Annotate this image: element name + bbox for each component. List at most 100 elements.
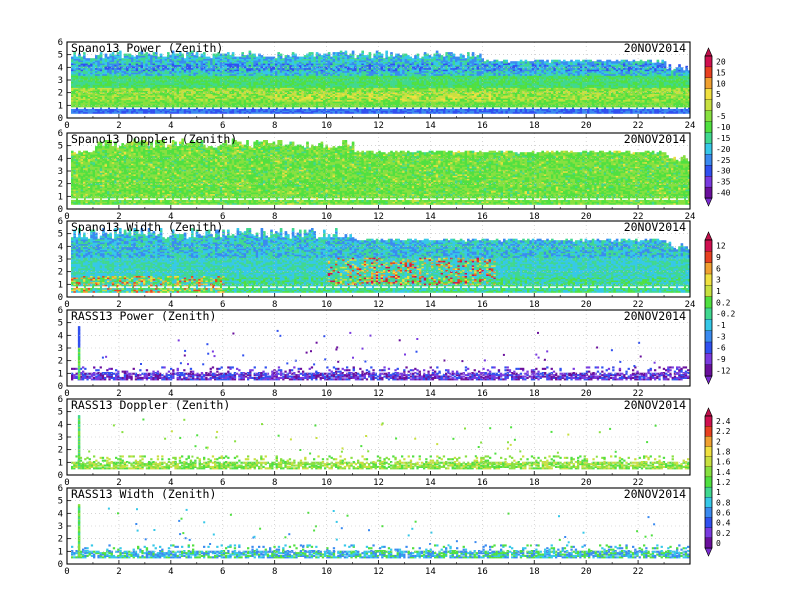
data-cell bbox=[150, 62, 153, 66]
data-cell bbox=[179, 88, 182, 91]
data-cell bbox=[147, 108, 151, 111]
data-cell bbox=[212, 82, 216, 85]
data-cell bbox=[219, 82, 223, 85]
data-cell bbox=[119, 50, 122, 53]
data-cell bbox=[200, 94, 204, 97]
data-cell bbox=[215, 79, 218, 82]
data-cell bbox=[92, 59, 96, 63]
data-cell bbox=[123, 109, 127, 113]
data-cell bbox=[181, 111, 184, 114]
data-cell bbox=[140, 71, 144, 75]
data-cell bbox=[155, 99, 158, 102]
data-cell bbox=[131, 74, 134, 78]
data-cell bbox=[191, 88, 194, 91]
data-cell bbox=[157, 93, 160, 96]
data-cell bbox=[109, 59, 112, 63]
data-cell bbox=[207, 59, 211, 63]
data-cell bbox=[131, 105, 134, 108]
data-cell bbox=[188, 56, 192, 59]
data-cell bbox=[71, 77, 74, 81]
data-cell bbox=[164, 74, 168, 78]
data-cell bbox=[200, 102, 204, 105]
data-cell bbox=[296, 56, 300, 59]
data-cell bbox=[301, 56, 304, 59]
data-cell bbox=[128, 96, 132, 99]
data-cell bbox=[73, 70, 76, 73]
data-cell bbox=[95, 88, 98, 91]
data-cell bbox=[145, 74, 148, 78]
data-cell bbox=[119, 87, 122, 90]
data-cell bbox=[126, 56, 129, 59]
data-cell bbox=[109, 91, 112, 94]
data-cell bbox=[140, 53, 144, 56]
data-cell bbox=[188, 88, 192, 91]
data-cell bbox=[92, 64, 96, 67]
data-cell bbox=[174, 76, 177, 79]
data-cell bbox=[219, 97, 223, 101]
data-cell bbox=[179, 64, 182, 67]
data-cell bbox=[75, 62, 79, 66]
data-cell bbox=[85, 62, 88, 66]
data-cell bbox=[215, 64, 218, 67]
data-cell bbox=[186, 102, 189, 105]
data-cell bbox=[183, 76, 187, 79]
data-cell bbox=[80, 111, 84, 114]
data-cell bbox=[152, 79, 156, 82]
data-cell bbox=[198, 105, 201, 108]
data-cell bbox=[143, 62, 146, 66]
data-cell bbox=[203, 102, 206, 105]
data-cell bbox=[159, 85, 163, 88]
data-cell bbox=[203, 73, 206, 76]
data-cell bbox=[128, 99, 132, 102]
data-cell bbox=[75, 87, 79, 90]
data-cell bbox=[119, 99, 122, 102]
data-cell bbox=[193, 65, 196, 69]
data-cell bbox=[150, 102, 153, 105]
data-cell bbox=[191, 94, 194, 97]
data-cell bbox=[157, 90, 160, 93]
data-cell bbox=[198, 73, 201, 76]
data-cell bbox=[212, 70, 216, 73]
data-cell bbox=[181, 84, 184, 87]
data-cell bbox=[215, 68, 218, 72]
data-cell bbox=[356, 55, 360, 58]
data-cell bbox=[152, 93, 156, 96]
data-cell bbox=[200, 79, 204, 82]
data-cell bbox=[102, 74, 105, 78]
data-cell bbox=[188, 111, 192, 114]
data-cell bbox=[171, 102, 175, 105]
data-cell bbox=[179, 70, 182, 73]
data-cell bbox=[171, 62, 175, 66]
data-cell bbox=[205, 108, 208, 111]
data-cell bbox=[215, 87, 218, 90]
data-cell bbox=[162, 56, 165, 59]
data-cell bbox=[210, 93, 213, 96]
data-cell bbox=[205, 61, 208, 64]
data-cell bbox=[193, 109, 196, 113]
data-cell bbox=[231, 52, 235, 55]
data-cell bbox=[174, 70, 177, 73]
data-cell bbox=[92, 58, 96, 61]
data-cell bbox=[215, 71, 218, 75]
data-cell bbox=[205, 99, 208, 102]
data-cell bbox=[131, 61, 134, 64]
data-cell bbox=[83, 111, 86, 114]
data-cell bbox=[217, 96, 220, 99]
data-cell bbox=[140, 79, 144, 82]
data-cell bbox=[87, 105, 91, 108]
data-cell bbox=[90, 76, 93, 79]
data-cell bbox=[87, 93, 91, 96]
data-cell bbox=[87, 102, 91, 105]
data-cell bbox=[109, 96, 112, 99]
data-cell bbox=[116, 103, 120, 107]
data-cell bbox=[150, 82, 153, 85]
data-cell bbox=[140, 61, 144, 64]
data-cell bbox=[126, 96, 129, 99]
data-cell bbox=[188, 74, 192, 78]
data-cell bbox=[219, 105, 223, 108]
data-cell bbox=[167, 67, 170, 70]
data-cell bbox=[181, 76, 184, 79]
data-cell bbox=[188, 87, 192, 90]
data-cell bbox=[75, 58, 79, 61]
data-cell bbox=[212, 79, 216, 82]
